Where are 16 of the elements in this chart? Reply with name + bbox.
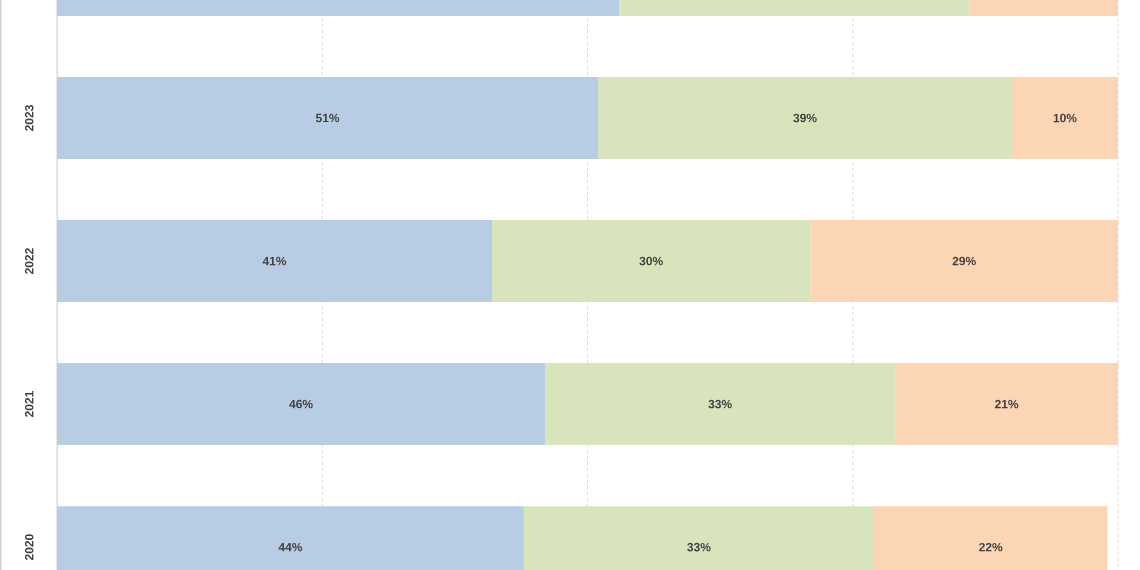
y-tick-label: 2021 <box>24 391 34 418</box>
data-label: 46% <box>289 399 313 409</box>
data-label: 33% <box>687 542 711 552</box>
data-label: 22% <box>979 542 1003 552</box>
y-tick-label: 2020 <box>24 534 34 561</box>
data-label: 44% <box>278 542 303 552</box>
data-label: 41% <box>262 256 287 266</box>
data-label: 51% <box>315 113 340 123</box>
data-label: 21% <box>995 399 1019 409</box>
data-label: 39% <box>793 113 817 123</box>
y-tick-label: 2023 <box>24 105 34 131</box>
data-label: 33% <box>708 399 732 409</box>
data-label: 29% <box>952 256 976 266</box>
data-label: 10% <box>1053 113 1077 123</box>
y-tick-label: 2022 <box>24 248 34 274</box>
data-label: 30% <box>639 256 663 266</box>
